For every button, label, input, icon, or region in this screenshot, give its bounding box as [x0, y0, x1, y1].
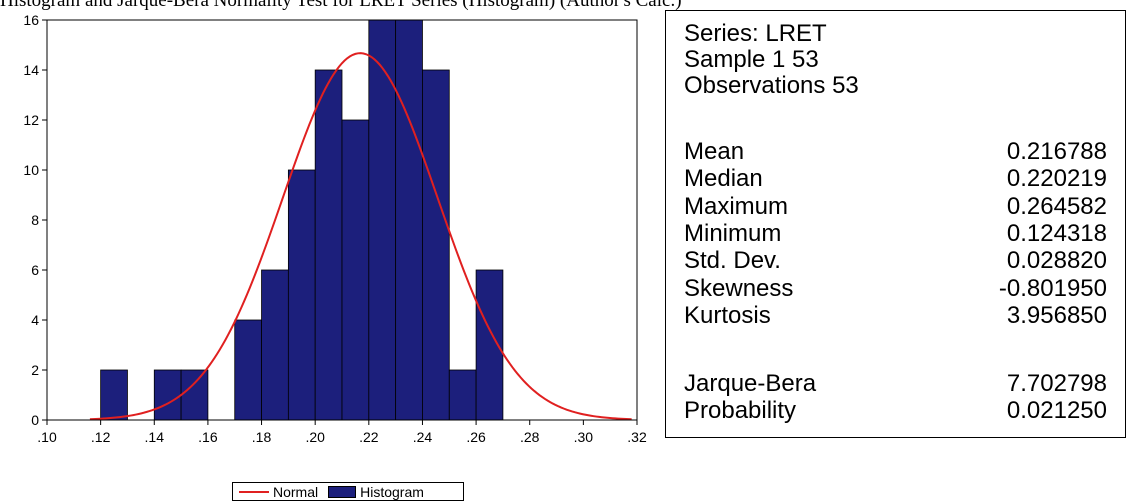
x-tick-label: .18: [252, 429, 272, 445]
stat-label: Maximum: [684, 192, 789, 220]
x-tick-label: .10: [37, 429, 57, 445]
histogram-bar: [395, 19, 423, 421]
x-tick-label: .12: [91, 429, 111, 445]
x-tick-label: .22: [359, 429, 379, 445]
histogram-bar: [261, 269, 289, 421]
x-tick-label: .24: [413, 429, 433, 445]
histogram-bar: [422, 69, 450, 421]
descriptive-stats-panel: Series: LRET Sample 1 53 Observations 53…: [665, 10, 1126, 438]
normal-legend-label: Normal: [273, 483, 319, 500]
stat-row-skewness: Skewness -0.801950: [684, 274, 1107, 302]
histogram-bar: [234, 319, 262, 421]
stat-row-maximum: Maximum 0.264582: [684, 192, 1107, 220]
histogram-legend-label: Histogram: [360, 483, 424, 500]
y-tick-label: 14: [23, 62, 39, 78]
y-tick-label: 16: [23, 12, 39, 28]
stat-row-kurtosis: Kurtosis 3.956850: [684, 301, 1107, 329]
x-tick-label: .30: [574, 429, 594, 445]
histogram-bar: [314, 69, 343, 421]
histogram-bar: [341, 119, 370, 421]
stat-label: Mean: [684, 138, 745, 165]
y-tick-label: 2: [31, 362, 39, 378]
histogram-bar: [448, 369, 477, 421]
x-tick-label: .32: [627, 429, 647, 445]
stat-value: 0.220219: [1006, 165, 1107, 193]
stat-value: 0.216788: [1006, 138, 1107, 165]
x-tick-label: .20: [305, 429, 325, 445]
stat-value: 0.124318: [1006, 219, 1107, 247]
page-title: Histogram and Jarque-Bera Normality Test…: [0, 0, 682, 11]
y-tick-label: 4: [31, 312, 39, 328]
stat-row-std-dev: Std. Dev. 0.028820: [684, 248, 1107, 274]
y-tick-label: 12: [23, 112, 39, 128]
chart-legend: Normal Histogram: [232, 482, 464, 501]
stat-row-minimum: Minimum 0.124318: [684, 219, 1107, 247]
stat-value: 0.264582: [1006, 192, 1107, 220]
stat-label: Probability: [684, 397, 797, 425]
x-tick-label: .26: [466, 429, 486, 445]
histogram-bar: [287, 169, 316, 421]
stat-label: Std. Dev.: [684, 247, 781, 275]
stat-row-median: Median 0.220219: [684, 166, 1107, 192]
histogram-chart: 0 2 4 6 8 10 12 14 16 .10 .12 .14 .16 .18 .20 .22 .24 .26…: [23, 12, 647, 445]
normal-curve-line: [89, 52, 632, 421]
histogram-bar: [368, 19, 397, 421]
y-tick-label: 6: [31, 262, 39, 278]
sample-label: Sample 1 53: [684, 46, 819, 73]
stat-row-probability: Probability 0.021250: [684, 398, 1107, 424]
x-tick-label: .28: [520, 429, 540, 445]
histogram-legend-swatch: [328, 485, 357, 498]
stat-label: Jarque-Bera: [684, 370, 817, 397]
stat-value: 3.956850: [1006, 301, 1107, 329]
x-tick-label: .14: [145, 429, 165, 445]
stat-row-mean: Mean 0.216788: [684, 139, 1107, 165]
stat-value: 0.021250: [1006, 397, 1107, 425]
y-tick-label: 8: [31, 212, 39, 228]
stat-label: Minimum: [684, 219, 782, 247]
stat-value: 0.028820: [1006, 247, 1107, 275]
histogram-bar: [100, 369, 128, 421]
stat-row-jarque-bera: Jarque-Bera 7.702798: [684, 371, 1107, 397]
series-label: Series: LRET: [684, 20, 827, 47]
histogram-bar: [153, 369, 182, 421]
stat-value: -0.801950: [998, 274, 1107, 302]
stat-label: Median: [684, 165, 763, 193]
stat-value: 7.702798: [1006, 370, 1107, 397]
y-tick-label: 10: [23, 162, 39, 178]
normal-legend-line: [239, 490, 269, 493]
x-tick-label: .16: [198, 429, 218, 445]
stat-label: Skewness: [684, 274, 794, 302]
observations-label: Observations 53: [684, 72, 859, 99]
y-tick-label: 0: [31, 412, 39, 428]
histogram-bar: [180, 369, 209, 421]
stat-label: Kurtosis: [684, 301, 771, 329]
